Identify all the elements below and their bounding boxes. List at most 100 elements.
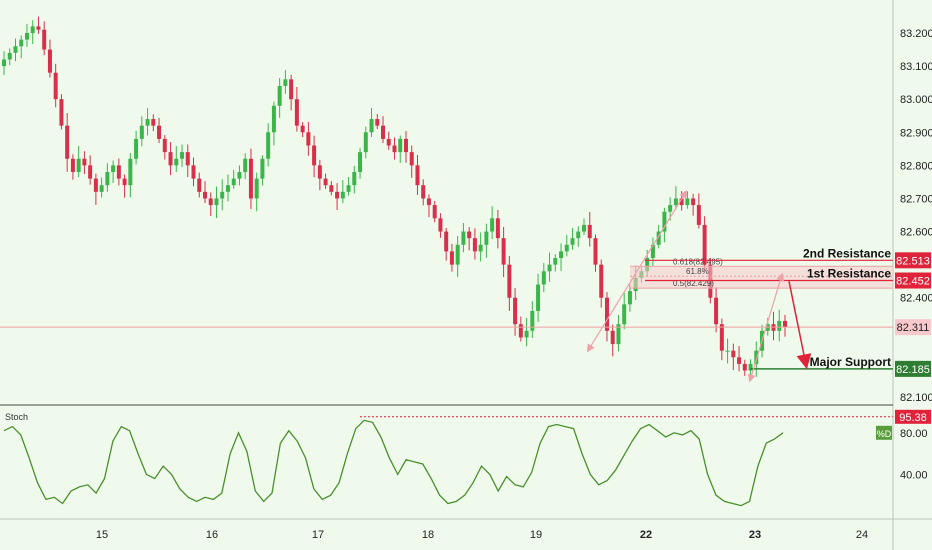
candle-body [283,79,288,86]
candle-body [93,178,98,192]
candle-body [490,218,495,232]
candle-body [243,158,248,172]
candle-body [524,330,529,338]
level-price-text: 82.513 [896,255,930,267]
candle-body [53,72,58,100]
price-tick: 83.200 [900,28,932,40]
candle-body [696,205,701,225]
date-tick: 15 [96,529,108,541]
stoch-level-text: 95.38 [899,412,927,424]
candle-body [553,258,558,265]
candle-body [220,191,225,199]
candle-body [691,198,696,206]
last-price-badge [895,319,931,336]
candle-body [329,185,334,192]
candle-body [530,310,535,331]
candle-body [467,231,472,239]
candle-body [610,330,615,345]
candle-body [2,59,6,67]
candle-body [737,357,742,364]
candle-body [668,205,673,212]
candle-body [134,138,139,159]
candle-body [88,165,93,179]
candle-body [616,324,621,345]
candle-body [421,185,426,199]
candle-body [725,350,730,352]
stoch-title: Stoch [5,412,28,422]
candle-body [582,224,587,232]
candle-body [536,284,541,311]
candle-body [748,363,753,371]
candle-body [162,138,167,153]
candle-body [266,132,271,159]
price-tick: 82.400 [900,293,932,305]
price-tick: 82.100 [900,392,932,404]
candle-body [128,158,133,186]
stoch-tick: 80.00 [900,428,928,440]
candle-body [547,264,552,272]
candle-body [76,158,81,172]
candle-body [714,297,719,325]
candle-body [507,264,512,298]
level-price-text: 82.185 [896,364,930,376]
candle-body [340,191,345,199]
candle-body [145,119,150,126]
trend-arrow [747,274,783,383]
candle-body [444,231,449,252]
candle-body [237,171,242,179]
level-price-text: 82.452 [896,276,930,288]
candle-body [317,165,322,179]
candle-body [398,138,403,153]
candle-body [622,304,627,325]
candle-body [358,152,363,172]
level-label: Major Support [810,355,891,369]
stoch-line [3,419,784,507]
candle-body [685,198,690,206]
candle-body [231,178,236,186]
candle-body [65,125,70,159]
candle-body [570,238,575,245]
stoch-badge-text: %D [877,429,892,439]
candle-body [559,251,564,259]
candle-body [116,165,121,179]
candle-body [214,198,219,206]
candle-body [180,152,185,159]
candle-body [168,152,173,166]
candle-body [599,264,604,298]
fib-zone [630,266,893,289]
candle-body [576,231,581,239]
candle-body [30,26,35,33]
candle-body [185,152,190,166]
candle-body [478,244,483,252]
candle-body [375,119,380,126]
candle-body [564,244,569,252]
date-tick: 18 [422,529,434,541]
candle-body [392,145,397,153]
candle-body [346,185,351,192]
level-price-badge [895,272,931,289]
candle-body [449,251,454,265]
date-tick: 16 [206,529,218,541]
fib-label: 61.8% [686,267,709,276]
stoch-tick: 40.00 [900,469,928,481]
trend-arrow [586,191,687,353]
candle-body [19,39,24,47]
candle-body [111,165,116,172]
candle-body [461,231,466,245]
candle-body [432,205,437,219]
candle-body [306,132,311,146]
candle-body [36,26,41,30]
candle-body [208,198,213,206]
candle-body [513,297,518,325]
candle-body [105,171,110,186]
level-label: 1st Resistance [807,267,891,281]
candle-body [59,99,64,126]
candle-body [777,320,782,331]
level-label: 2nd Resistance [803,246,891,260]
candle-body [254,178,259,199]
candle-body [277,85,282,106]
candle-body [300,125,305,133]
candle-body [191,165,196,179]
price-tick: 83.100 [900,61,932,73]
